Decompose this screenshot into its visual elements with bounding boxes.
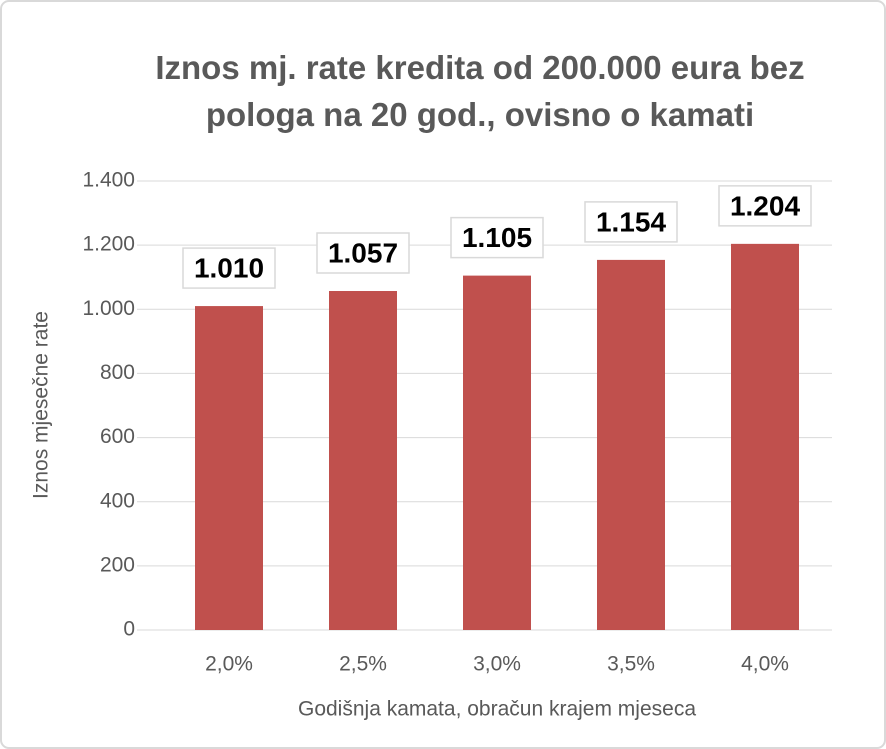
x-tick-label: 4,0% [741,653,789,676]
value-label: 1.057 [328,237,398,268]
value-label-box [718,185,812,227]
value-label: 1.105 [462,222,532,253]
bar [463,275,531,630]
y-tick-label: 400 [100,489,135,512]
bar [597,259,665,630]
x-tick-label: 3,0% [473,653,521,676]
x-tick-label: 3,5% [607,653,655,676]
y-tick-label: 1.400 [82,169,135,192]
x-axis-title: Godišnja kamata, obračun krajem mjeseca [298,698,696,721]
y-axis-title: Iznos mjesečne rate [30,311,53,499]
y-tick-label: 1.200 [82,233,135,256]
value-label-box [450,216,544,259]
y-tick-label: 200 [100,553,135,576]
bar [731,243,799,631]
value-label: 1.204 [730,190,800,221]
x-tick-label: 2,0% [205,653,253,676]
bar [195,306,263,630]
y-tick-label: 1.000 [82,297,135,320]
y-tick-label: 0 [123,618,135,641]
value-label-box [584,201,678,243]
x-tick-label: 2,5% [339,653,387,676]
value-label: 1.154 [596,206,666,237]
value-label-box [182,247,276,289]
bar [329,291,397,630]
chart-title: Iznos mj. rate kredita od 200.000 eura b… [155,49,805,133]
y-tick-label: 800 [100,361,135,384]
value-label: 1.010 [194,252,264,283]
value-label-box [316,232,410,274]
y-tick-label: 600 [100,425,135,448]
